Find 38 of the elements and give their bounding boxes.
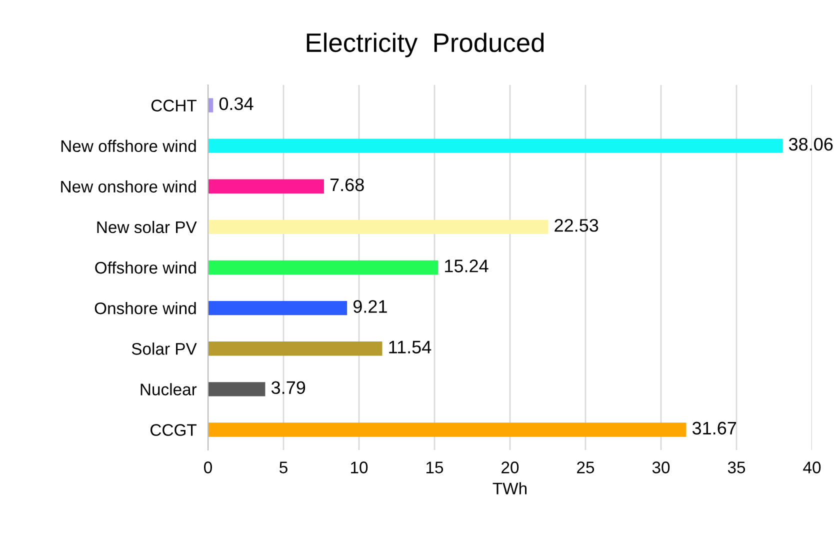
x-axis-title: TWh [492, 482, 527, 494]
bar [208, 260, 438, 275]
x-tick-label: 35 [728, 462, 746, 474]
x-tick-label: 10 [351, 462, 368, 474]
bar [208, 179, 324, 194]
y-tick-label: New onshore wind [61, 180, 196, 193]
bar [208, 300, 348, 316]
x-tick-label: 0 [204, 462, 212, 474]
y-tick-label: Nuclear [140, 383, 197, 396]
y-tick-label: New solar PV [97, 220, 197, 234]
bar [208, 342, 382, 356]
x-tick-label: 40 [803, 462, 821, 474]
bar [208, 382, 266, 396]
y-tick-label: New offshore wind [61, 140, 196, 152]
y-tick-label: Solar PV [132, 342, 197, 355]
data-label: 7.68 [330, 178, 364, 192]
y-tick-label: CCHT [151, 100, 197, 112]
data-label: 15.24 [445, 260, 488, 272]
bar [208, 138, 783, 153]
y-tick-label: Offshore wind [95, 261, 196, 274]
x-tick-label: 25 [577, 462, 594, 474]
data-label: 0.34 [219, 97, 254, 110]
chart-title: Electricity Produced [306, 32, 544, 58]
bar [208, 422, 686, 437]
data-label: 22.53 [554, 219, 598, 232]
x-tick-label: 5 [280, 462, 288, 474]
y-tick-label: Onshore wind [94, 302, 196, 314]
x-tick-label: 20 [502, 462, 519, 474]
data-label: 9.21 [353, 300, 387, 313]
x-tick-label: 30 [652, 462, 670, 474]
data-label: 11.54 [389, 340, 432, 354]
bar [208, 98, 214, 112]
data-label: 31.67 [692, 422, 736, 435]
bar [208, 220, 548, 234]
y-tick-label: CCGT [150, 424, 197, 436]
x-tick-label: 15 [426, 462, 444, 474]
data-label: 3.79 [271, 381, 306, 394]
data-label: 38.06 [788, 138, 833, 151]
